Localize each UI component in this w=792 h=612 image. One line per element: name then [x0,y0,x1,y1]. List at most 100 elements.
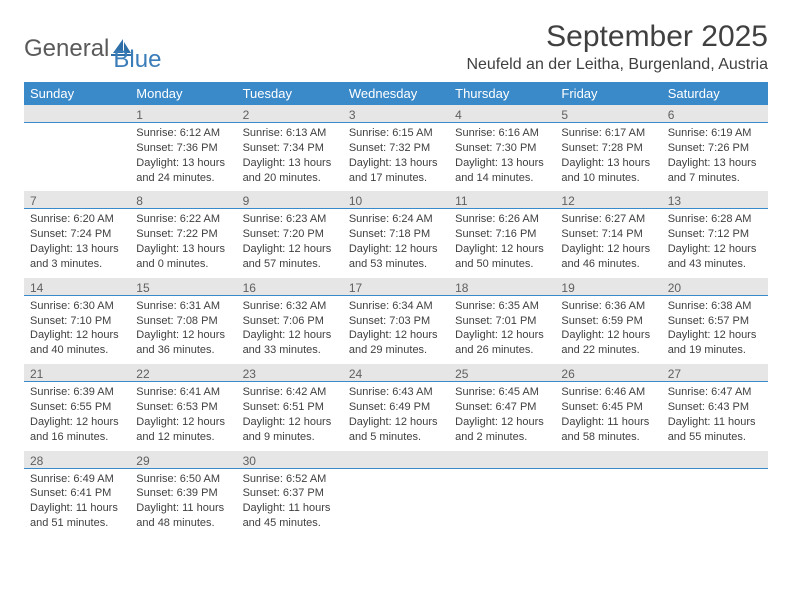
calendar-day-cell: 12Sunrise: 6:27 AMSunset: 7:14 PMDayligh… [555,191,661,277]
calendar-day-cell: 8Sunrise: 6:22 AMSunset: 7:22 PMDaylight… [130,191,236,277]
calendar-day-cell: 15Sunrise: 6:31 AMSunset: 7:08 PMDayligh… [130,278,236,364]
day-body: Sunrise: 6:32 AMSunset: 7:06 PMDaylight:… [237,296,343,364]
day-body: Sunrise: 6:16 AMSunset: 7:30 PMDaylight:… [449,123,555,191]
day-number: 14 [24,278,130,296]
sunset-text: Sunset: 6:49 PM [349,400,443,415]
day-number: 13 [662,191,768,209]
calendar-day-cell: 3Sunrise: 6:15 AMSunset: 7:32 PMDaylight… [343,105,449,191]
day-number: 30 [237,451,343,469]
sunrise-text: Sunrise: 6:31 AM [136,299,230,314]
day-number: 20 [662,278,768,296]
sunrise-text: Sunrise: 6:38 AM [668,299,762,314]
day-number: 21 [24,364,130,382]
day-number: 7 [24,191,130,209]
weekday-header: Monday [130,82,236,105]
location-text: Neufeld an der Leitha, Burgenland, Austr… [466,56,768,74]
day-body: Sunrise: 6:26 AMSunset: 7:16 PMDaylight:… [449,209,555,277]
sunset-text: Sunset: 7:24 PM [30,227,124,242]
sunrise-text: Sunrise: 6:23 AM [243,212,337,227]
day-number: 1 [130,105,236,123]
sunset-text: Sunset: 7:10 PM [30,314,124,329]
day-body: Sunrise: 6:23 AMSunset: 7:20 PMDaylight:… [237,209,343,277]
sunrise-text: Sunrise: 6:13 AM [243,126,337,141]
day-number: 19 [555,278,661,296]
calendar-day-cell: 2Sunrise: 6:13 AMSunset: 7:34 PMDaylight… [237,105,343,191]
sunrise-text: Sunrise: 6:24 AM [349,212,443,227]
sunset-text: Sunset: 7:01 PM [455,314,549,329]
weekday-header: Thursday [449,82,555,105]
daylight-text: Daylight: 13 hours and 3 minutes. [30,242,124,272]
day-body: Sunrise: 6:17 AMSunset: 7:28 PMDaylight:… [555,123,661,191]
day-number: 16 [237,278,343,296]
calendar-day-cell: 5Sunrise: 6:17 AMSunset: 7:28 PMDaylight… [555,105,661,191]
day-number [449,451,555,469]
sunset-text: Sunset: 7:22 PM [136,227,230,242]
sunset-text: Sunset: 7:06 PM [243,314,337,329]
sunrise-text: Sunrise: 6:22 AM [136,212,230,227]
calendar-day-cell: 6Sunrise: 6:19 AMSunset: 7:26 PMDaylight… [662,105,768,191]
day-body: Sunrise: 6:24 AMSunset: 7:18 PMDaylight:… [343,209,449,277]
logo: General Blue [24,20,161,74]
day-number [24,105,130,123]
daylight-text: Daylight: 13 hours and 24 minutes. [136,156,230,186]
sunset-text: Sunset: 7:30 PM [455,141,549,156]
daylight-text: Daylight: 12 hours and 22 minutes. [561,328,655,358]
calendar-week-row: 21Sunrise: 6:39 AMSunset: 6:55 PMDayligh… [24,364,768,450]
calendar-day-cell: 10Sunrise: 6:24 AMSunset: 7:18 PMDayligh… [343,191,449,277]
sunset-text: Sunset: 6:53 PM [136,400,230,415]
daylight-text: Daylight: 13 hours and 17 minutes. [349,156,443,186]
day-number: 25 [449,364,555,382]
day-body: Sunrise: 6:42 AMSunset: 6:51 PMDaylight:… [237,382,343,450]
day-number [662,451,768,469]
title-block: September 2025 Neufeld an der Leitha, Bu… [466,20,768,74]
daylight-text: Daylight: 12 hours and 5 minutes. [349,415,443,445]
day-body: Sunrise: 6:20 AMSunset: 7:24 PMDaylight:… [24,209,130,277]
day-number: 24 [343,364,449,382]
daylight-text: Daylight: 12 hours and 12 minutes. [136,415,230,445]
day-number: 9 [237,191,343,209]
sunrise-text: Sunrise: 6:43 AM [349,385,443,400]
daylight-text: Daylight: 12 hours and 57 minutes. [243,242,337,272]
day-number: 8 [130,191,236,209]
sunrise-text: Sunrise: 6:26 AM [455,212,549,227]
weekday-header: Sunday [24,82,130,105]
calendar-day-cell: 7Sunrise: 6:20 AMSunset: 7:24 PMDaylight… [24,191,130,277]
daylight-text: Daylight: 13 hours and 14 minutes. [455,156,549,186]
sunset-text: Sunset: 6:57 PM [668,314,762,329]
day-number: 27 [662,364,768,382]
weekday-header: Friday [555,82,661,105]
calendar-day-cell: 19Sunrise: 6:36 AMSunset: 6:59 PMDayligh… [555,278,661,364]
calendar-table: Sunday Monday Tuesday Wednesday Thursday… [24,82,768,537]
sunset-text: Sunset: 6:47 PM [455,400,549,415]
daylight-text: Daylight: 13 hours and 7 minutes. [668,156,762,186]
day-body: Sunrise: 6:36 AMSunset: 6:59 PMDaylight:… [555,296,661,364]
day-body: Sunrise: 6:46 AMSunset: 6:45 PMDaylight:… [555,382,661,450]
sunrise-text: Sunrise: 6:27 AM [561,212,655,227]
sunset-text: Sunset: 6:55 PM [30,400,124,415]
sunset-text: Sunset: 7:32 PM [349,141,443,156]
day-body: Sunrise: 6:47 AMSunset: 6:43 PMDaylight:… [662,382,768,450]
weekday-header: Wednesday [343,82,449,105]
calendar-week-row: 1Sunrise: 6:12 AMSunset: 7:36 PMDaylight… [24,105,768,191]
calendar-day-cell [555,451,661,537]
day-number [343,451,449,469]
daylight-text: Daylight: 12 hours and 26 minutes. [455,328,549,358]
sunrise-text: Sunrise: 6:50 AM [136,472,230,487]
weekday-header: Tuesday [237,82,343,105]
sunset-text: Sunset: 6:59 PM [561,314,655,329]
day-body: Sunrise: 6:45 AMSunset: 6:47 PMDaylight:… [449,382,555,450]
daylight-text: Daylight: 12 hours and 46 minutes. [561,242,655,272]
calendar-week-row: 14Sunrise: 6:30 AMSunset: 7:10 PMDayligh… [24,278,768,364]
day-body: Sunrise: 6:41 AMSunset: 6:53 PMDaylight:… [130,382,236,450]
daylight-text: Daylight: 13 hours and 20 minutes. [243,156,337,186]
sunset-text: Sunset: 7:18 PM [349,227,443,242]
calendar-day-cell: 24Sunrise: 6:43 AMSunset: 6:49 PMDayligh… [343,364,449,450]
day-number: 5 [555,105,661,123]
sunset-text: Sunset: 7:08 PM [136,314,230,329]
day-body: Sunrise: 6:43 AMSunset: 6:49 PMDaylight:… [343,382,449,450]
calendar-day-cell: 4Sunrise: 6:16 AMSunset: 7:30 PMDaylight… [449,105,555,191]
sunset-text: Sunset: 7:16 PM [455,227,549,242]
calendar-day-cell: 22Sunrise: 6:41 AMSunset: 6:53 PMDayligh… [130,364,236,450]
calendar-day-cell: 11Sunrise: 6:26 AMSunset: 7:16 PMDayligh… [449,191,555,277]
calendar-day-cell: 1Sunrise: 6:12 AMSunset: 7:36 PMDaylight… [130,105,236,191]
